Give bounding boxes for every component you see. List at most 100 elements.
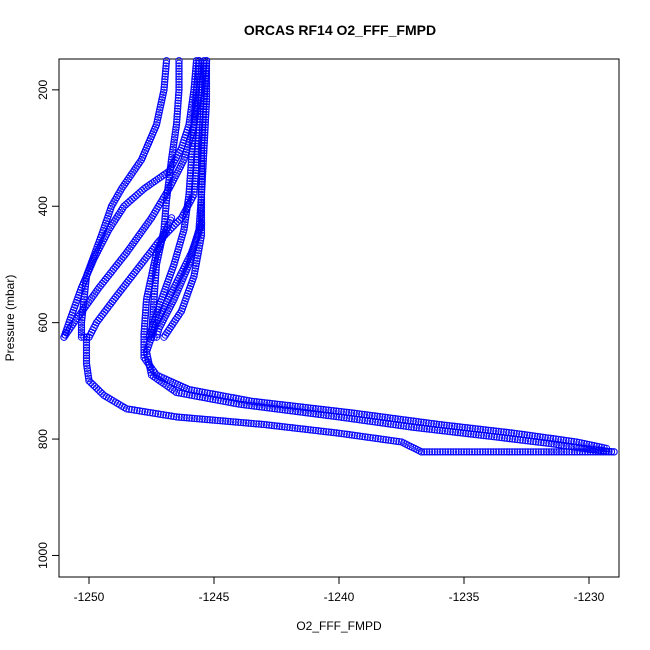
data-point (167, 412, 175, 420)
data-point (409, 417, 417, 425)
data-point (363, 411, 371, 419)
data-point (162, 59, 170, 68)
data-point (260, 420, 268, 429)
data-point (187, 156, 196, 164)
data-point (250, 419, 258, 428)
data-point (113, 291, 121, 299)
data-point (193, 83, 201, 91)
data-point (319, 427, 328, 436)
data-point (124, 277, 133, 285)
data-point (140, 327, 148, 336)
data-point (232, 418, 240, 426)
data-point (211, 396, 220, 404)
data-point (166, 166, 174, 174)
data-point (562, 448, 571, 456)
data-point (335, 407, 343, 416)
data-point (222, 398, 230, 406)
data-point (273, 400, 281, 408)
data-point (226, 417, 235, 426)
data-point (591, 448, 600, 456)
data-point (96, 314, 104, 323)
data-point (252, 398, 261, 406)
data-point (209, 395, 217, 403)
data-point (187, 386, 196, 394)
data-point (187, 164, 195, 172)
data-point (80, 298, 88, 306)
data-point (283, 401, 292, 410)
data-point (199, 167, 207, 175)
data-point (170, 412, 178, 421)
data-point (182, 210, 190, 219)
data-point (587, 441, 596, 449)
data-point (193, 387, 201, 395)
data-point (94, 316, 102, 325)
data-point (99, 310, 107, 318)
data-point (235, 400, 243, 408)
data-point (314, 410, 323, 418)
data-point (126, 274, 134, 283)
data-point (255, 398, 263, 406)
data-point (173, 115, 181, 124)
data-point (557, 436, 565, 444)
data-point (428, 448, 436, 456)
data-point (557, 448, 566, 456)
data-point (125, 405, 133, 413)
data-point (197, 188, 206, 196)
data-point (500, 448, 508, 456)
data-point (169, 143, 177, 151)
data-point (283, 423, 291, 431)
data-point (244, 419, 253, 427)
data-point (544, 434, 552, 442)
data-point (202, 87, 211, 95)
data-point (288, 402, 297, 410)
data-point (161, 207, 170, 215)
data-point (161, 67, 170, 75)
data-point (161, 72, 169, 81)
data-point (422, 419, 430, 427)
data-point (552, 448, 561, 456)
data-point (526, 448, 535, 456)
data-point (468, 448, 476, 456)
data-point (476, 425, 485, 433)
data-point (198, 183, 206, 191)
data-point (201, 128, 209, 137)
data-point (166, 168, 174, 177)
data-point (190, 272, 198, 280)
data-point (378, 413, 387, 421)
data-point (162, 57, 171, 65)
data-point (200, 139, 208, 147)
data-point (240, 401, 248, 409)
data-point (430, 420, 438, 428)
data-point (83, 364, 91, 373)
data-point (136, 188, 144, 196)
data-point (425, 419, 433, 427)
data-point (98, 389, 106, 398)
y-tick-label: 200 (36, 80, 50, 100)
data-point (162, 204, 170, 213)
x-tick-label: -1230 (574, 590, 605, 604)
data-point (178, 389, 186, 398)
data-point (199, 157, 207, 165)
data-point (111, 263, 119, 271)
data-point (302, 409, 310, 417)
data-point (187, 161, 195, 169)
data-point (82, 277, 90, 285)
data-point (202, 77, 211, 85)
data-point (481, 448, 490, 456)
data-point (170, 387, 179, 395)
data-point (332, 407, 340, 415)
data-point (98, 279, 106, 288)
data-point (581, 448, 589, 456)
data-point (330, 428, 338, 437)
data-point (324, 406, 333, 414)
data-point (224, 393, 232, 401)
data-point (456, 423, 464, 431)
data-point (453, 422, 461, 431)
data-point (350, 431, 359, 440)
data-point (202, 113, 210, 121)
data-point (188, 147, 196, 156)
data-point (275, 422, 284, 430)
data-point (171, 128, 180, 136)
data-point (77, 319, 86, 327)
data-point (183, 390, 191, 399)
